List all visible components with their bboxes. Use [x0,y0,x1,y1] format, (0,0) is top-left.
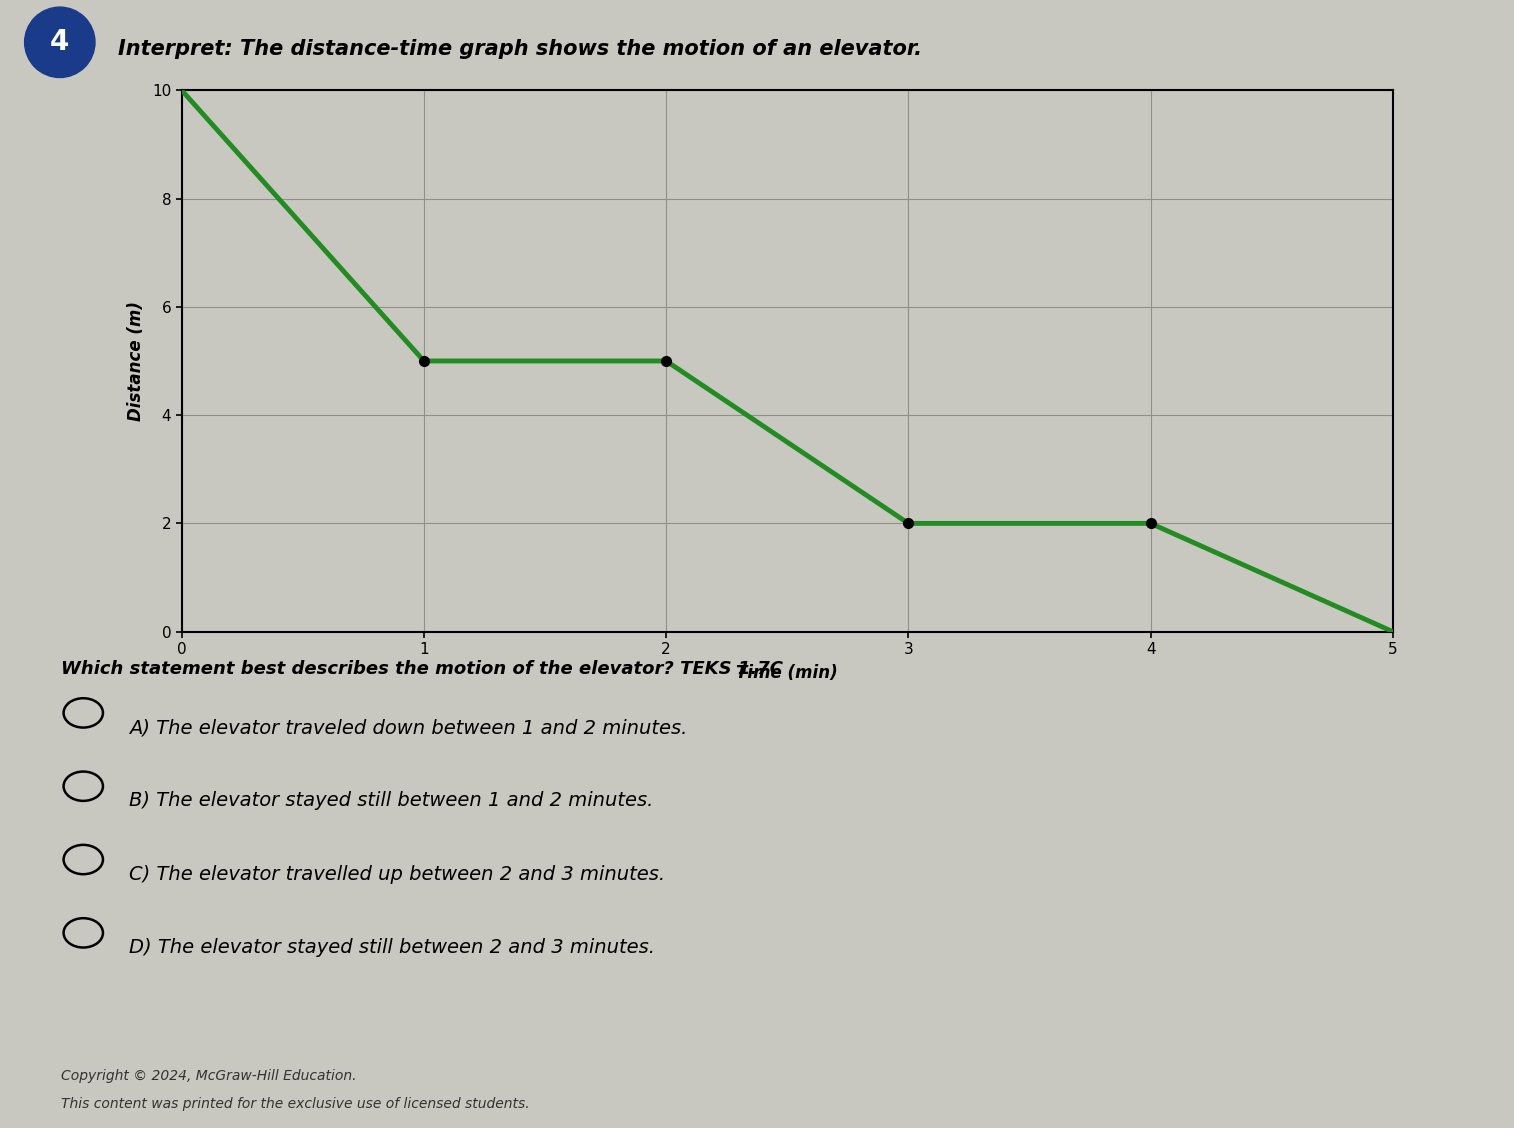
Circle shape [24,7,95,78]
Text: B) The elevator stayed still between 1 and 2 minutes.: B) The elevator stayed still between 1 a… [129,792,653,810]
Text: Which statement best describes the motion of the elevator? TEKS 1.7C: Which statement best describes the motio… [61,660,783,678]
Text: C) The elevator travelled up between 2 and 3 minutes.: C) The elevator travelled up between 2 a… [129,865,665,883]
X-axis label: Time (min): Time (min) [736,664,839,682]
Y-axis label: Distance (m): Distance (m) [127,301,145,421]
Text: This content was printed for the exclusive use of licensed students.: This content was printed for the exclusi… [61,1098,530,1111]
Text: 4: 4 [50,28,70,56]
Text: D) The elevator stayed still between 2 and 3 minutes.: D) The elevator stayed still between 2 a… [129,938,654,957]
Text: Copyright © 2024, McGraw-Hill Education.: Copyright © 2024, McGraw-Hill Education. [61,1069,356,1083]
Text: Interpret: The distance-time graph shows the motion of an elevator.: Interpret: The distance-time graph shows… [118,39,922,60]
Text: A) The elevator traveled down between 1 and 2 minutes.: A) The elevator traveled down between 1 … [129,719,687,737]
